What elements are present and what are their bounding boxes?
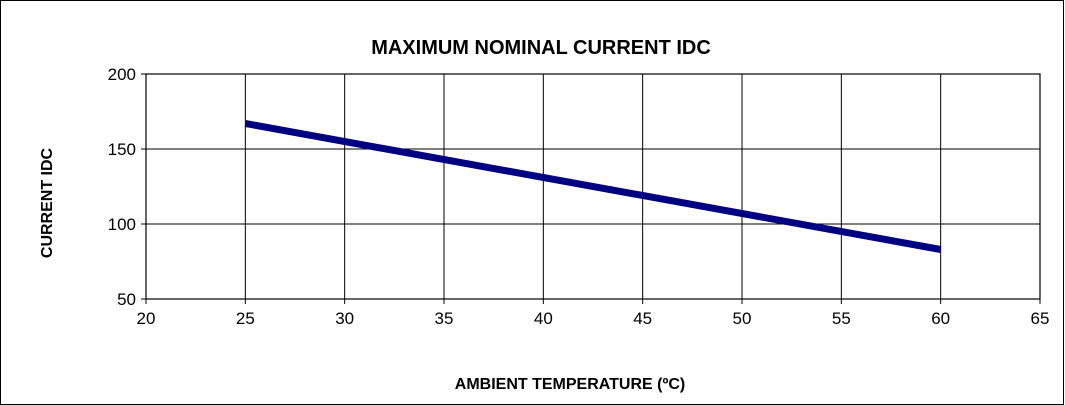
plot-area: 20 25 30 35 40 45 50 55 60 65 50 100 150 200 xyxy=(108,65,1050,328)
x-tick-label-0: 20 xyxy=(137,309,156,328)
x-tick-label-6: 50 xyxy=(733,309,752,328)
chart-title: MAXIMUM NOMINAL CURRENT IDC xyxy=(371,37,711,59)
x-tick-label-7: 55 xyxy=(832,309,851,328)
y-tick-label-3: 200 xyxy=(108,65,136,84)
x-tick-label-3: 35 xyxy=(435,309,454,328)
y-tick-label-0: 50 xyxy=(117,290,136,309)
y-tick-label-2: 150 xyxy=(108,140,136,159)
y-axis-title: CURRENT IDC xyxy=(39,147,56,258)
x-tick-label-9: 65 xyxy=(1031,309,1050,328)
x-tick-label-5: 45 xyxy=(633,309,652,328)
x-tick-label-2: 30 xyxy=(335,309,354,328)
x-tick-label-1: 25 xyxy=(236,309,255,328)
x-axis-title: AMBIENT TEMPERATURE (ºC) xyxy=(455,376,685,393)
y-tick-label-1: 100 xyxy=(108,215,136,234)
x-tick-label-8: 60 xyxy=(931,309,950,328)
series-line-0 xyxy=(244,120,942,253)
x-tick-label-4: 40 xyxy=(534,309,553,328)
plot-border xyxy=(145,73,1041,300)
